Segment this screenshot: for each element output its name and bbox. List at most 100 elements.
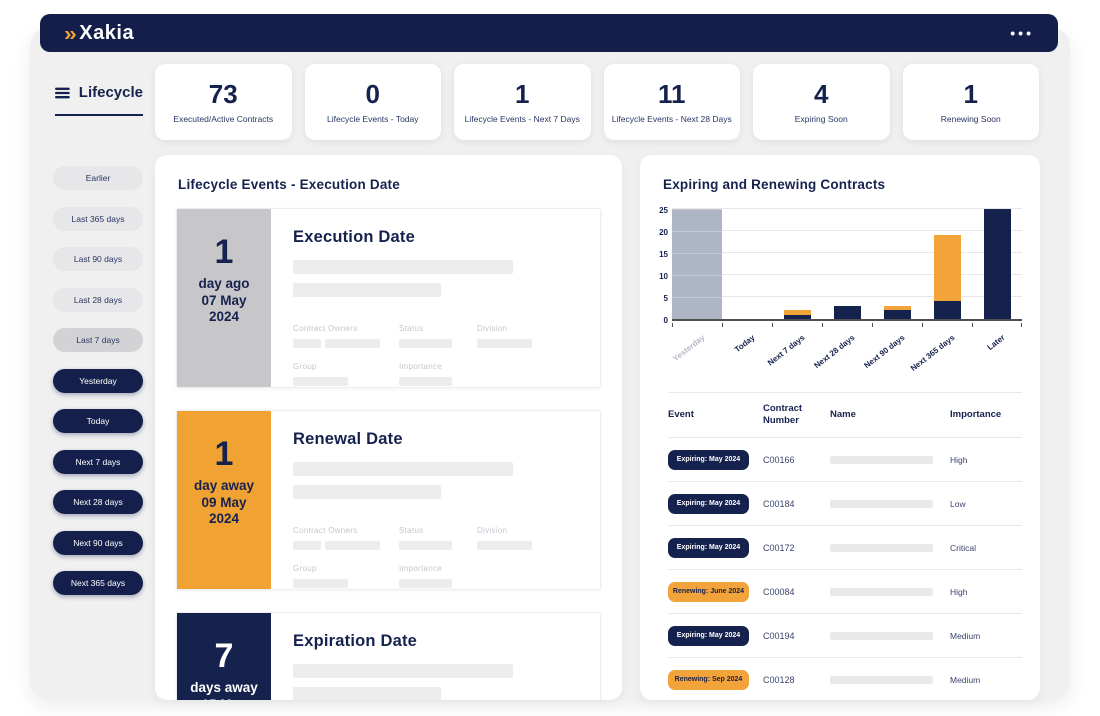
lifecycle-events-panel: Lifecycle Events - Execution Date 1 day a… — [155, 155, 622, 700]
event-card-expiration-date[interactable]: 7 days away 15 May Expiration DateContract … — [176, 612, 601, 700]
event-count: 7 — [214, 637, 234, 675]
text-placeholder — [293, 664, 513, 678]
importance-value: High — [950, 586, 968, 597]
table-row[interactable]: Expiring: May 2024 C00172 Critical — [668, 525, 1022, 569]
expiring-renewing-panel: Expiring and Renewing Contracts Yesterda… — [640, 155, 1040, 700]
event-card-title: Renewal Date — [293, 430, 403, 448]
event-badge: Expiring: May 2024 — [668, 537, 749, 558]
overflow-menu-icon[interactable]: ••• — [1010, 25, 1034, 41]
field-status: Status — [399, 324, 477, 348]
field-status: Status — [399, 526, 477, 550]
field-division: Division — [477, 324, 578, 348]
field-label: Status — [399, 526, 424, 535]
y-axis-label: 0 — [663, 316, 668, 325]
date-filter-list: Earlier Last 365 days Last 90 days Last 28 … — [40, 166, 152, 595]
filter-pill-last-7-days[interactable]: Last 7 days — [53, 328, 143, 352]
placeholder-bar — [399, 541, 452, 550]
contract-number: C00166 — [763, 454, 795, 465]
placeholder-bar — [293, 579, 348, 588]
name-cell — [830, 543, 950, 552]
chart-plot-area: Yesterday Today Next 7 days Next 28 days Nex… — [671, 208, 1022, 373]
field-group: Group — [293, 564, 399, 588]
x-axis-tick — [822, 323, 823, 327]
stat-card-expiring-soon: 4 Expiring Soon — [753, 64, 890, 140]
filter-pill-next-7-days[interactable]: Next 7 days — [53, 449, 143, 474]
name-placeholder — [830, 631, 933, 640]
event-badge: Expiring: May 2024 — [668, 625, 749, 646]
filter-pill-next-28-days[interactable]: Next 28 days — [53, 490, 143, 514]
contract-number: C00128 — [763, 674, 795, 685]
name-cell — [830, 675, 950, 684]
event-unit: days away — [190, 680, 258, 695]
table-row[interactable]: Expiring: May 2024 C00184 Low — [668, 481, 1022, 525]
stat-value: 73 — [208, 78, 238, 109]
stat-label: Lifecycle Events - Next 7 Days — [464, 113, 580, 124]
field-label: Division — [477, 324, 508, 333]
filter-pill-last-365-days[interactable]: Last 365 days — [53, 206, 143, 231]
bar-renewing-next-90-days — [883, 305, 911, 311]
filter-pill-next-365-days[interactable]: Next 365 days — [53, 571, 143, 595]
filter-pill-earlier[interactable]: Earlier — [53, 166, 143, 190]
name-cell — [830, 499, 950, 508]
bar-expiring-later — [983, 209, 1011, 319]
name-placeholder — [830, 543, 933, 552]
column-header-contract-number: Contract Number — [763, 403, 803, 426]
field-label: Importance — [399, 362, 443, 371]
field-label: Importance — [399, 564, 443, 573]
bar-renewing-next-7-days — [783, 310, 811, 315]
y-axis-label: 5 — [663, 294, 668, 303]
table-row[interactable]: Renewing: Sep 2024 C00128 Medium — [668, 657, 1022, 700]
placeholder-bar — [325, 339, 380, 348]
event-card-renewal-date[interactable]: 1 day away 09 May 2024 Renewal Date Contract … — [176, 410, 601, 590]
event-count: 1 — [214, 233, 234, 271]
filter-pill-last-90-days[interactable]: Last 90 days — [53, 247, 143, 271]
placeholder-bar — [325, 541, 380, 550]
field-value-placeholder — [399, 579, 477, 588]
event-count: 1 — [214, 435, 234, 473]
filter-pill-yesterday[interactable]: Yesterday — [53, 368, 143, 393]
event-fields: Contract Owners Status Division Group Import… — [293, 324, 578, 386]
event-badge: Renewing: June 2024 — [668, 581, 749, 602]
field-label: Contract Owners — [293, 324, 358, 333]
sidebar-title: Lifecycle — [78, 84, 143, 101]
field-value-placeholder — [293, 579, 399, 588]
chart-gridline — [672, 230, 1022, 231]
field-value-placeholder — [399, 339, 477, 348]
field-contract-owners: Contract Owners — [293, 324, 399, 348]
event-date-line: 15 May — [201, 697, 246, 701]
event-card-title: Execution Date — [293, 228, 415, 246]
importance-value: Critical — [950, 542, 976, 553]
y-axis-label: 15 — [659, 250, 668, 259]
table-row[interactable]: Renewing: June 2024 C00084 High — [668, 569, 1022, 613]
field-label: Division — [477, 526, 508, 535]
contract-number: C00194 — [763, 630, 795, 641]
field-importance: Importance — [399, 362, 477, 386]
field-label: Status — [399, 324, 424, 333]
contracts-table: Event Contract Number Name Importance Expiri… — [668, 392, 1022, 700]
column-header-name: Name — [830, 409, 856, 421]
event-card-list: 1 day ago 07 May 2024 Execution Date Contract… — [176, 208, 601, 700]
event-cell: Expiring: May 2024 — [668, 449, 763, 470]
column-header-event: Event — [668, 409, 694, 421]
event-cell: Expiring: May 2024 — [668, 493, 763, 514]
filter-pill-next-90-days[interactable]: Next 90 days — [53, 530, 143, 555]
bar-expiring-next-28-days — [833, 305, 861, 319]
table-header-row: Event Contract Number Name Importance — [668, 392, 1022, 437]
y-axis-label: 20 — [659, 228, 668, 237]
field-value-placeholder — [293, 541, 399, 550]
name-placeholder — [830, 455, 933, 464]
stat-label: Renewing Soon — [940, 113, 1001, 124]
column-header-importance: Importance — [950, 409, 1002, 421]
field-value-placeholder — [293, 339, 399, 348]
event-badge: Renewing: Sep 2024 — [668, 669, 749, 690]
text-placeholder — [293, 485, 441, 499]
x-axis-tick — [922, 323, 923, 327]
table-row[interactable]: Expiring: May 2024 C00194 Medium — [668, 613, 1022, 657]
filter-pill-last-28-days[interactable]: Last 28 days — [53, 287, 143, 312]
table-row[interactable]: Expiring: May 2024 C00166 High — [668, 437, 1022, 481]
filter-pill-today[interactable]: Today — [53, 409, 143, 433]
event-date-line: 2024 — [208, 309, 240, 324]
event-cell: Renewing: June 2024 — [668, 581, 763, 602]
sidebar: Lifecycle Earlier Last 365 days Last 90 da… — [40, 84, 152, 595]
event-card-execution-date[interactable]: 1 day ago 07 May 2024 Execution Date Contract… — [176, 208, 601, 388]
